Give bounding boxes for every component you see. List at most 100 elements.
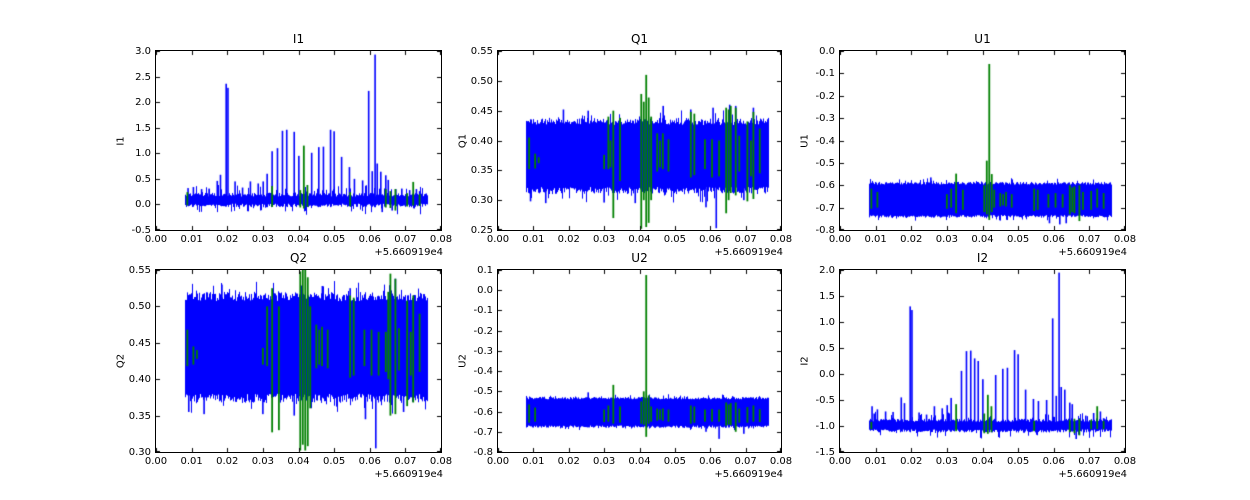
y-tick-label: 1.0 (135, 148, 151, 160)
x-tick-label: 0.02 (216, 234, 239, 245)
x-tick-label: 0.05 (663, 456, 686, 467)
x-tick-label: 0.05 (322, 456, 346, 467)
x-axis-offset-label: +5.660919e4 (1058, 469, 1127, 480)
x-tick-label: 0.06 (699, 234, 722, 245)
y-tick-label: -0.3 (815, 113, 835, 125)
plot-canvas (156, 270, 441, 452)
plot-canvas (498, 270, 781, 452)
y-tick-label: -0.4 (473, 366, 493, 378)
x-tick-label: 0.04 (628, 234, 651, 245)
x-tick-label: 0.01 (864, 456, 887, 467)
y-axis-label-text: I1 (115, 135, 127, 146)
y-tick-label: 0.5 (819, 343, 835, 354)
x-tick-label: 0.07 (394, 456, 417, 467)
y-tick-label: 0.1 (477, 265, 493, 276)
x-tick-label: 0.08 (769, 456, 793, 467)
subplot-title: Q1 (630, 32, 649, 46)
y-tick-label: 0.0 (819, 46, 835, 57)
y-tick-label: 0.30 (128, 447, 151, 458)
y-tick-label: -0.7 (815, 202, 835, 214)
x-tick-label: 0.03 (935, 456, 958, 467)
y-tick-label: 0.0 (477, 285, 493, 297)
subplot-q1: Q1 Q1 +5.660919e4 0.00 0.01 0.02 0.03 0.04 0.… (458, 32, 793, 258)
y-tick-label: -1.5 (815, 447, 835, 458)
x-tick-label: 0.00 (486, 234, 510, 245)
y-tick-label: 0.5 (135, 173, 151, 185)
x-axis-offset-label: +5.660919e4 (714, 469, 783, 480)
x-tick-label: 0.02 (900, 234, 923, 245)
x-tick-label: 0.04 (287, 234, 310, 245)
x-tick-label: 0.06 (1042, 456, 1065, 467)
y-tick-label: 0.40 (470, 135, 493, 147)
y-tick-label: -0.8 (815, 225, 835, 236)
x-tick-label: 0.00 (486, 456, 510, 467)
x-tick-label: 0.01 (180, 234, 203, 245)
x-tick-label: 0.05 (1006, 456, 1030, 467)
x-tick-label: 0.04 (971, 234, 994, 245)
y-tick-label: 0.0 (135, 199, 151, 211)
y-axis-label-text: Q2 (115, 353, 127, 369)
y-tick-label: 0.50 (128, 301, 151, 313)
x-tick-label: 0.02 (900, 456, 923, 467)
x-axis-offset-label: +5.660919e4 (374, 247, 443, 258)
x-tick-label: 0.07 (394, 234, 417, 245)
x-tick-label: 0.04 (287, 456, 310, 467)
x-tick-label: 0.03 (251, 456, 274, 467)
y-tick-label: 0.45 (470, 105, 493, 117)
plot-canvas (156, 51, 441, 230)
subplot-i1: I1 I1 +5.660919e4 0.00 0.01 0.02 0.03 0.04 0.… (116, 32, 453, 258)
subplot-title: Q2 (289, 251, 308, 265)
y-tick-label: 0.55 (128, 265, 151, 276)
x-axis-offset-label: +5.660919e4 (1058, 247, 1127, 258)
x-tick-label: 0.07 (1078, 456, 1101, 467)
x-tick-label: 0.03 (592, 234, 616, 245)
y-tick-label: -1.0 (815, 421, 835, 432)
y-tick-label: 0.40 (128, 374, 151, 386)
plot-canvas (840, 270, 1125, 452)
y-tick-label: -0.1 (815, 68, 835, 80)
y-tick-label: -0.6 (815, 180, 835, 192)
subplot-i2: I2 I2 +5.660919e4 0.00 0.01 0.02 0.03 0.04 0.… (800, 251, 1137, 480)
plot-canvas (840, 51, 1125, 230)
x-tick-label: 0.01 (864, 234, 887, 245)
x-tick-label: 0.05 (1006, 234, 1030, 245)
y-tick-label: 0.55 (470, 46, 493, 57)
y-tick-label: 1.0 (819, 317, 835, 328)
x-tick-label: 0.08 (769, 234, 793, 245)
x-axis-offset-label: +5.660919e4 (714, 247, 783, 258)
x-tick-label: 0.04 (971, 456, 994, 467)
x-tick-label: 0.00 (144, 456, 168, 467)
x-tick-label: 0.07 (1078, 234, 1101, 245)
x-axis-offset-label: +5.660919e4 (374, 469, 443, 480)
y-tick-label: -0.2 (815, 90, 835, 102)
x-tick-label: 0.08 (1113, 234, 1137, 245)
x-tick-label: 0.01 (522, 456, 545, 467)
y-tick-label: 2.5 (135, 71, 151, 83)
y-tick-label: 1.5 (819, 291, 835, 302)
y-tick-label: 0.35 (128, 410, 151, 422)
subplot-title: I2 (976, 251, 989, 265)
y-tick-label: -0.4 (815, 135, 835, 147)
subplot-title: U2 (631, 251, 648, 265)
y-axis-label-text: I2 (799, 356, 811, 366)
x-tick-label: 0.06 (358, 456, 381, 467)
y-tick-label: -0.8 (473, 447, 493, 458)
y-tick-label: -0.5 (815, 395, 835, 406)
y-tick-label: -0.6 (473, 406, 493, 418)
x-tick-label: 0.05 (322, 234, 346, 245)
x-tick-label: 0.01 (522, 234, 545, 245)
x-tick-label: 0.06 (1042, 234, 1065, 245)
y-tick-label: -0.1 (473, 305, 493, 317)
subplot-q2: Q2 Q2 +5.660919e4 0.00 0.01 0.02 0.03 0.04 0.… (116, 251, 453, 480)
x-tick-label: 0.08 (429, 456, 453, 467)
x-tick-label: 0.07 (734, 234, 757, 245)
x-tick-label: 0.06 (699, 456, 722, 467)
x-tick-label: 0.04 (628, 456, 651, 467)
y-tick-label: 0.0 (819, 369, 835, 380)
y-tick-label: -0.5 (473, 386, 493, 398)
x-tick-label: 0.00 (828, 456, 852, 467)
subplot-title: I1 (292, 32, 305, 46)
subplot-u2: U2 U2 +5.660919e4 0.00 0.01 0.02 0.03 0.04 0.… (458, 251, 793, 480)
y-tick-label: -0.2 (473, 325, 493, 337)
